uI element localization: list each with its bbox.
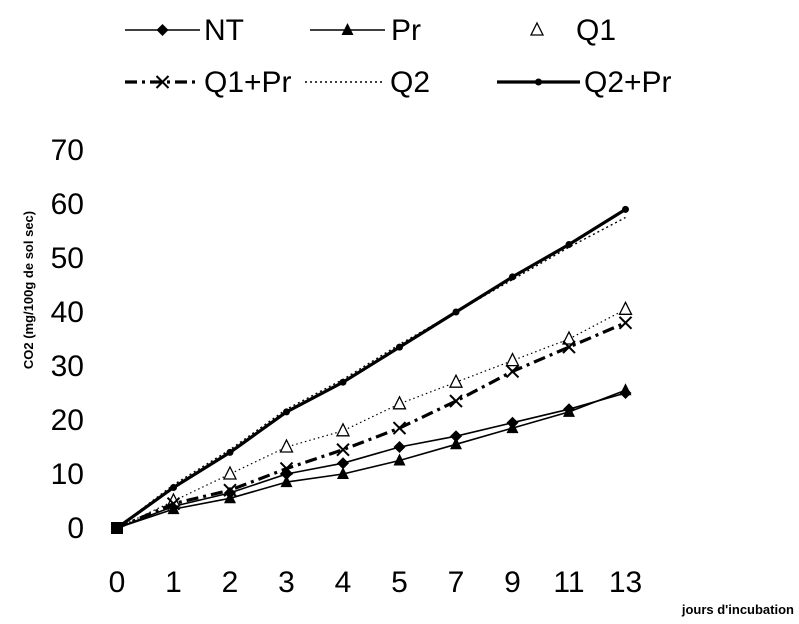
data-point	[392, 421, 407, 435]
x-tick-label: 0	[109, 566, 126, 599]
axes: 0 10 20 30 40 50 60 70 0 1 2 3 4 5 7 9 11 13	[51, 134, 643, 599]
data-point	[618, 316, 633, 330]
data-point	[167, 502, 180, 515]
data-point	[449, 394, 463, 408]
legend-label: Q2+Pr	[584, 66, 672, 99]
data-point	[619, 383, 632, 396]
y-tick-label: 40	[51, 296, 84, 329]
data-point	[337, 467, 349, 479]
x-axis-label: jours d'incubation	[681, 602, 794, 617]
y-tick-label: 0	[67, 512, 84, 545]
data-point	[450, 437, 462, 450]
legend-marker	[155, 75, 170, 89]
y-tick-label: 30	[51, 350, 84, 383]
legend-item-q2: Q2	[305, 66, 430, 99]
legend-item-q1-plus-pr: Q1+Pr	[125, 66, 292, 99]
y-axis-label: CO2 (mg/100g de sol sec)	[21, 211, 36, 369]
series-line	[116, 321, 627, 530]
data-point	[223, 483, 237, 497]
data-point	[448, 373, 464, 388]
x-tick-label: 5	[391, 566, 408, 599]
data-point	[283, 408, 290, 416]
x-tick-label: 7	[448, 566, 465, 599]
data-point	[561, 330, 577, 345]
data-point	[505, 352, 520, 367]
series-pr	[116, 383, 632, 529]
data-point	[392, 395, 407, 410]
data-point	[170, 484, 177, 491]
series-line	[116, 389, 626, 529]
data-point	[506, 421, 519, 434]
data-point	[562, 340, 576, 354]
data-point	[450, 430, 462, 443]
x-tick-label: 13	[609, 566, 642, 599]
data-point	[337, 457, 349, 470]
legend-label: NT	[204, 14, 244, 47]
data-point	[618, 300, 633, 315]
data-point	[226, 448, 234, 456]
legend-label: Q1+Pr	[204, 66, 292, 99]
legend-label: Q1	[576, 14, 616, 47]
series-q2	[116, 216, 626, 529]
series-line	[116, 392, 626, 529]
x-tick-label: 4	[335, 566, 352, 599]
y-tick-label: 50	[51, 242, 84, 275]
legend-item-q2-plus-pr: Q2+Pr	[497, 66, 672, 99]
series-line	[116, 216, 626, 529]
data-point	[339, 378, 347, 386]
legend-item-pr: Pr	[310, 14, 421, 47]
data-point	[224, 491, 236, 504]
data-point	[563, 404, 575, 417]
data-point	[509, 273, 516, 281]
x-tick-label: 11	[553, 566, 584, 599]
data-point	[166, 496, 181, 511]
y-tick-label: 60	[51, 188, 84, 221]
x-tick-label: 9	[504, 566, 521, 599]
x-tick-label: 1	[165, 566, 182, 599]
data-point	[565, 241, 573, 248]
y-tick-label: 70	[51, 134, 84, 167]
legend-marker	[156, 24, 169, 36]
legend-marker	[535, 78, 542, 86]
data-point	[280, 475, 293, 488]
legend-label: Pr	[391, 14, 421, 47]
legend-marker	[341, 23, 354, 35]
y-tick-label: 20	[51, 404, 84, 437]
data-point	[505, 364, 520, 379]
legend-item-q1: Q1	[529, 14, 616, 47]
data-point	[336, 442, 350, 457]
series-line	[116, 308, 626, 529]
x-tick-label: 2	[222, 566, 239, 599]
data-point	[393, 453, 406, 466]
data-point	[222, 465, 238, 480]
series-q2-plus-pr	[116, 205, 629, 530]
data-point-origin	[111, 522, 123, 534]
legend: NT Pr Q1 Q1+Pr Q2 Q2+Pr	[125, 14, 672, 99]
legend-label: Q2	[390, 66, 430, 99]
data-point	[396, 343, 403, 351]
series-plot-area	[111, 205, 633, 534]
legend-item-nt: NT	[125, 14, 244, 47]
series-line	[116, 208, 627, 530]
data-point	[622, 205, 629, 213]
legend-marker	[529, 21, 545, 36]
data-point	[279, 461, 294, 476]
series-q1-plus-pr	[116, 316, 633, 530]
data-point	[452, 308, 460, 316]
x-tick-label: 3	[278, 566, 295, 599]
series-nt	[116, 387, 632, 529]
y-tick-label: 10	[51, 458, 84, 491]
data-point	[393, 441, 406, 453]
data-point	[335, 422, 351, 437]
data-point	[279, 438, 294, 453]
series-q1	[116, 300, 633, 529]
